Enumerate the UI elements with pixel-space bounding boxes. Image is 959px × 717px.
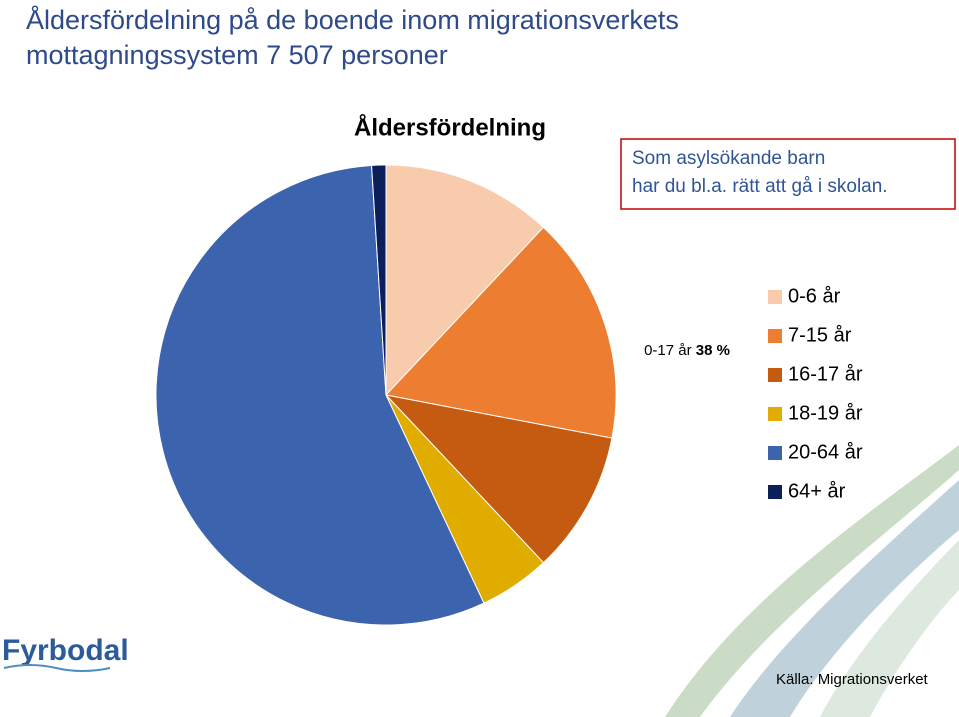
legend-swatch <box>768 485 782 499</box>
decoration <box>665 445 959 717</box>
legend-label: 64+ år <box>788 480 846 502</box>
annotation-label: 0-17 år <box>644 342 692 359</box>
legend-label: 20-64 år <box>788 441 863 463</box>
callout-text: Som asylsökande barn <box>632 148 825 169</box>
pie-slice <box>155 164 485 626</box>
slide-title: mottagningssystem 7 507 personer <box>26 40 448 70</box>
legend-label: 0-6 år <box>788 285 841 307</box>
callout-text: har du bl.a. rätt att gå i skolan. <box>632 176 888 197</box>
legend-swatch <box>768 290 782 304</box>
callout-box <box>620 138 956 210</box>
source: Källa: Migrationsverket <box>776 671 929 688</box>
decoration <box>820 540 959 717</box>
annotation-value: 38 % <box>696 342 730 359</box>
pie-slice <box>385 226 617 439</box>
decoration <box>730 480 959 717</box>
legend-label: 7-15 år <box>788 324 852 346</box>
legend-label: 16-17 år <box>788 363 863 385</box>
annotation: 0-17 år 38 % <box>644 342 730 359</box>
legend-swatch <box>768 329 782 343</box>
pie-slice <box>371 164 387 396</box>
logo: Fyrbodal <box>2 634 129 667</box>
logo-wave <box>3 664 111 672</box>
legend-swatch <box>768 407 782 421</box>
chart-title: Åldersfördelning <box>354 113 546 141</box>
pie-slice <box>384 394 613 564</box>
slide-title: Åldersfördelning på de boende inom migra… <box>26 4 679 35</box>
legend-swatch <box>768 368 782 382</box>
legend-label: 18-19 år <box>788 402 863 424</box>
pie-slice <box>385 164 545 397</box>
legend-swatch <box>768 446 782 460</box>
